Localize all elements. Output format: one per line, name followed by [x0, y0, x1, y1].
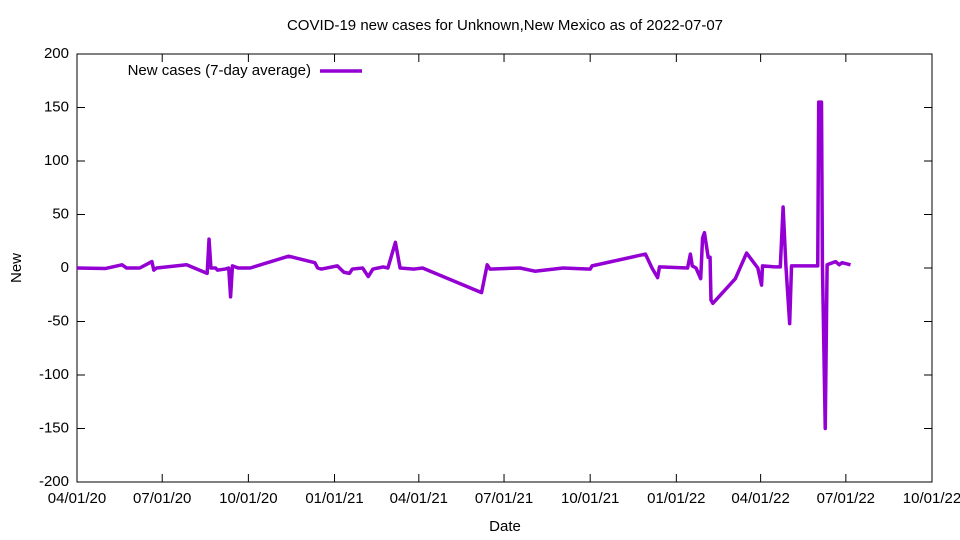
- x-tick-label: 10/01/20: [219, 490, 277, 507]
- y-tick-label: -100: [39, 366, 69, 383]
- legend-label: New cases (7-day average): [128, 62, 311, 79]
- x-tick-label: 10/01/21: [561, 490, 619, 507]
- y-tick-label: 0: [61, 259, 69, 276]
- y-tick-label: -50: [47, 312, 69, 329]
- x-tick-label: 04/01/20: [48, 490, 106, 507]
- y-tick-label: 50: [52, 205, 69, 222]
- y-tick-label: 150: [44, 98, 69, 115]
- x-tick-label: 01/01/22: [647, 490, 705, 507]
- x-tick-label: 04/01/22: [731, 490, 789, 507]
- y-tick-label: -150: [39, 419, 69, 436]
- x-tick-label: 01/01/21: [305, 490, 363, 507]
- x-tick-label: 07/01/21: [475, 490, 533, 507]
- data-line: [76, 100, 851, 431]
- y-axis-label: New: [8, 253, 25, 283]
- x-tick-label: 10/01/22: [903, 490, 960, 507]
- y-tick-label: 200: [44, 45, 69, 62]
- chart-title: COVID-19 new cases for Unknown,New Mexic…: [287, 17, 723, 34]
- y-tick-label: 100: [44, 152, 69, 169]
- x-tick-label: 04/01/21: [390, 490, 448, 507]
- x-tick-label: 07/01/20: [133, 490, 191, 507]
- y-tick-label: -200: [39, 473, 69, 490]
- x-axis-label: Date: [489, 518, 521, 535]
- x-tick-label: 07/01/22: [817, 490, 875, 507]
